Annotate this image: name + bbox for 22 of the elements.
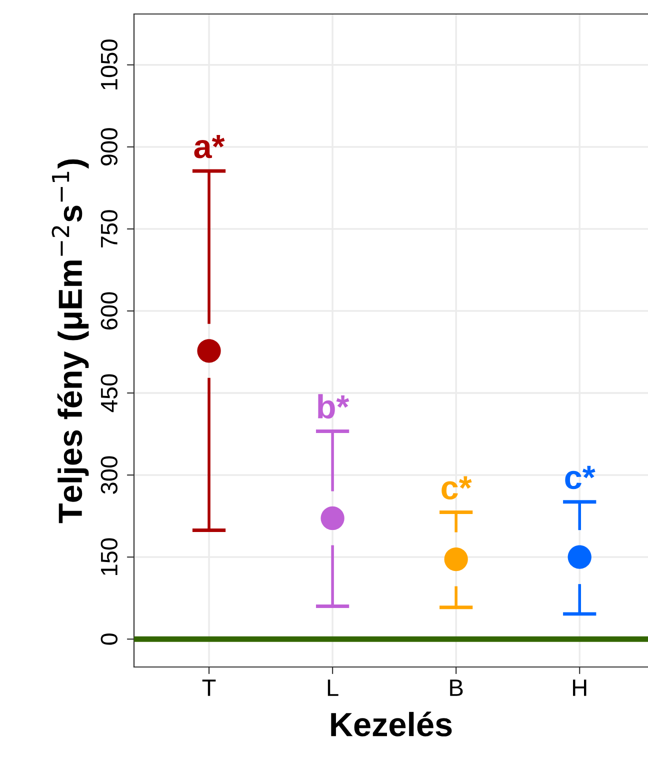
point	[568, 545, 592, 569]
x-tick-label: B	[450, 680, 463, 696]
y-axis-title: Teljes fény (μEm$^{−2}$s$^{−1}$)	[52, 159, 89, 524]
annotation: a*	[194, 135, 225, 158]
y-tick-label: 1050	[100, 40, 118, 90]
y-tick-label: 0	[100, 633, 118, 645]
y-tick-label: 750	[100, 210, 118, 248]
x-axis-title: Kezelés	[331, 712, 452, 736]
annotation: b*	[318, 394, 350, 419]
point	[320, 506, 344, 530]
point	[197, 339, 221, 363]
annotation: c*	[565, 466, 596, 490]
y-tick-label: 900	[100, 128, 118, 166]
annotation: c*	[442, 476, 472, 500]
x-tick-label: L	[328, 680, 338, 696]
x-tick-label: H	[573, 680, 586, 696]
y-tick-label: 150	[100, 538, 118, 575]
y-tick-label: 450	[100, 374, 118, 412]
y-tick-label: 300	[100, 456, 118, 494]
y-tick-label: 600	[100, 292, 118, 330]
x-tick-label: T	[202, 680, 216, 696]
point	[444, 547, 468, 572]
